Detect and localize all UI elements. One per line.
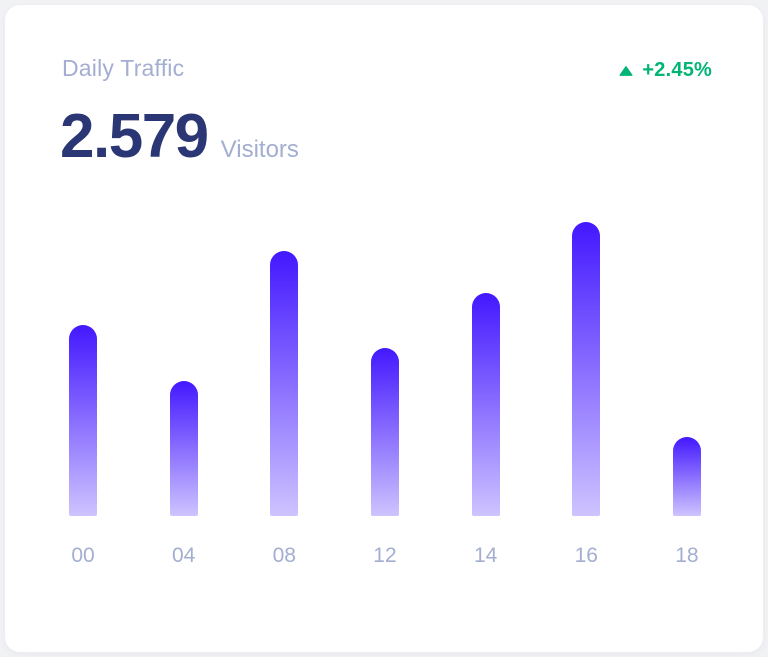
growth-badge: +2.45% [619, 59, 712, 82]
card-title: Daily Traffic [62, 55, 185, 81]
x-axis-label-04: 04 [171, 544, 196, 567]
bar-chart [69, 222, 701, 516]
bar-12[interactable] [370, 348, 399, 516]
bar-18[interactable] [672, 437, 701, 516]
bar-14[interactable] [471, 293, 500, 516]
x-axis-label-18: 18 [675, 544, 699, 567]
visitors-unit-label: Visitors [220, 136, 299, 163]
x-axis-label-08: 08 [272, 544, 296, 567]
bar-08[interactable] [270, 251, 299, 516]
bar-04[interactable] [169, 381, 198, 516]
x-axis-label-16: 16 [574, 544, 598, 567]
bar-00[interactable] [69, 325, 97, 516]
growth-value: +2.45% [642, 59, 712, 81]
bar-16[interactable] [572, 222, 601, 516]
x-axis-labels: 00 04 08 12 14 16 18 [69, 544, 701, 568]
metric-row: 2.579 Visitors [60, 106, 299, 168]
arrow-up-icon [619, 65, 633, 76]
x-axis-label-12: 12 [373, 544, 397, 567]
visitors-count: 2.579 [60, 102, 209, 171]
x-axis-label-00: 00 [71, 544, 95, 567]
x-axis-label-14: 14 [473, 544, 498, 567]
daily-traffic-card [4, 4, 764, 653]
